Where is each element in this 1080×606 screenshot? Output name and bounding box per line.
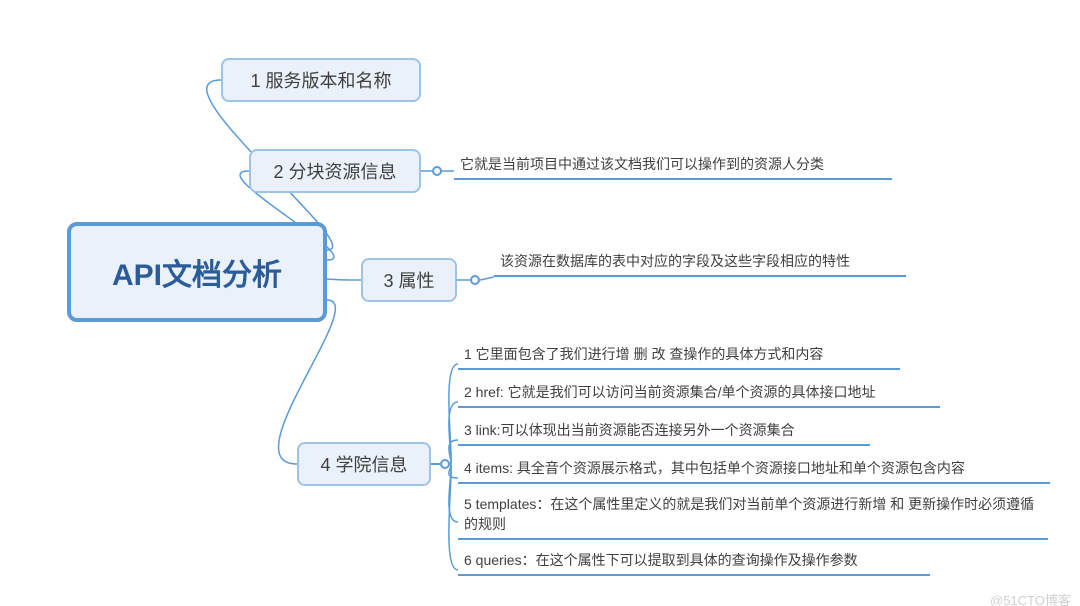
leaf-node: 它就是当前项目中通过该文档我们可以操作到的资源人分类 [454,154,892,180]
branch-node: 2 分块资源信息 [249,149,421,193]
leaf-node: 3 link:可以体现出当前资源能否连接另外一个资源集合 [458,420,870,446]
branch-node: 4 学院信息 [297,442,431,486]
branch-node: 1 服务版本和名称 [221,58,421,102]
connector-dot [432,166,442,176]
leaf-node: 4 items: 具全音个资源展示格式，其中包括单个资源接口地址和单个资源包含内… [458,458,1050,484]
leaf-node: 5 templates：在这个属性里定义的就是我们对当前单个资源进行新增 和 更… [458,494,1048,540]
root-node: API文档分析 [67,222,327,322]
watermark: @51CTO博客 [990,590,1071,606]
leaf-node: 6 queries：在这个属性下可以提取到具体的查询操作及操作参数 [458,550,930,576]
leaf-node: 该资源在数据库的表中对应的字段及这些字段相应的特性 [494,251,906,277]
branch-node: 3 属性 [361,258,457,302]
connector-dot [440,459,450,469]
leaf-node: 2 href: 它就是我们可以访问当前资源集合/单个资源的具体接口地址 [458,382,940,408]
leaf-node: 1 它里面包含了我们进行增 删 改 查操作的具体方式和内容 [458,344,900,370]
connector-dot [470,275,480,285]
